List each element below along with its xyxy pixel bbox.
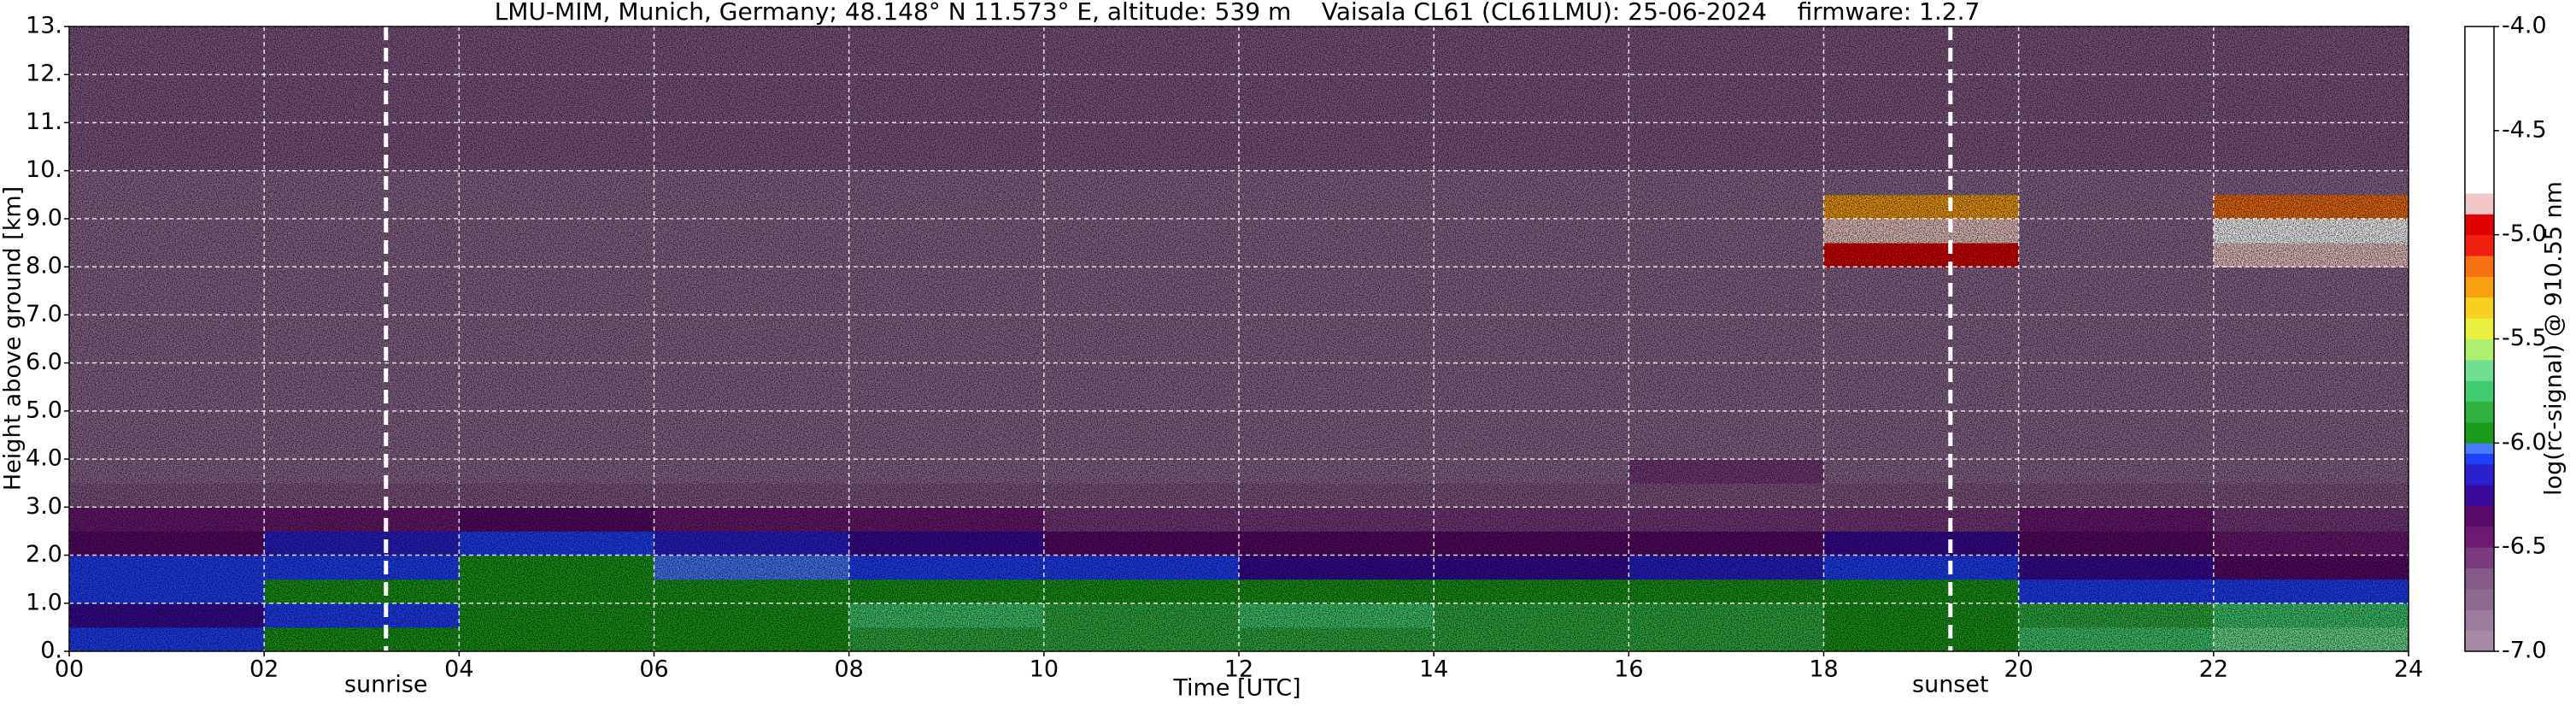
y-tick-label: 10. <box>26 156 62 183</box>
x-tick-label: 18 <box>1809 656 1838 683</box>
x-tick-label: 14 <box>1419 656 1448 683</box>
colorbar-segment <box>2465 568 2494 590</box>
colorbar-segment <box>2465 297 2494 319</box>
colorbar-segment <box>2465 256 2494 277</box>
colorbar-segment <box>2465 338 2494 361</box>
y-tick-label: 0. <box>40 638 62 664</box>
colorbar-tick-label: -7.0 <box>2502 638 2547 664</box>
colorbar-segment <box>2465 453 2494 465</box>
colorbar-segment <box>2465 380 2494 403</box>
colorbar-tick-label: -5.0 <box>2502 221 2547 247</box>
x-tick-label: 06 <box>639 656 668 683</box>
y-tick-label: 3.0 <box>26 493 62 520</box>
colorbar-tick-label: -6.5 <box>2502 533 2547 560</box>
x-tick-label: 16 <box>1614 656 1643 683</box>
colorbar-segment <box>2465 443 2494 455</box>
x-tick-label: 00 <box>55 656 84 683</box>
colorbar-label: log(rc-signal) @ 910.55 nm <box>2541 181 2567 496</box>
colorbar-segment <box>2465 630 2494 652</box>
x-tick-label: 22 <box>2199 656 2228 683</box>
plot-frame <box>68 26 2409 652</box>
colorbar-tick-label: -6.0 <box>2502 429 2547 456</box>
colorbar-segment <box>2465 609 2494 632</box>
y-tick-label: 11. <box>26 109 62 135</box>
colorbar-segment <box>2465 26 2494 194</box>
colorbar-segment <box>2465 526 2494 548</box>
y-tick-label: 9.0 <box>26 204 62 231</box>
heatmap <box>69 26 2409 652</box>
x-tick-label: 08 <box>834 656 863 683</box>
x-tick-label: 20 <box>2004 656 2033 683</box>
colorbar-segment <box>2465 401 2494 423</box>
x-tick-label: 10 <box>1030 656 1059 683</box>
colorbar-segment <box>2465 276 2494 298</box>
x-tick-label: 04 <box>444 656 473 683</box>
colorbar-segment <box>2465 547 2494 569</box>
colorbar-segment <box>2465 359 2494 381</box>
y-tick-label: 1.0 <box>26 589 62 615</box>
x-tick-label: 24 <box>2394 656 2423 683</box>
colorbar-tick-label: -4.0 <box>2502 13 2547 39</box>
y-tick-label: 2.0 <box>26 541 62 568</box>
colorbar-segment <box>2465 485 2494 506</box>
x-axis-label: Time [UTC] <box>1172 675 1300 702</box>
y-tick-label: 4.0 <box>26 445 62 472</box>
annotation-label: sunrise <box>344 672 428 698</box>
y-axis-label: Height above ground [km] <box>0 186 26 491</box>
y-tick-label: 8.0 <box>26 253 62 279</box>
colorbar-segment <box>2465 421 2494 444</box>
y-tick-label: 6.0 <box>26 349 62 375</box>
colorbar-segment <box>2465 214 2494 236</box>
chart-title: LMU-MIM, Munich, Germany; 48.148° N 11.5… <box>495 0 1980 26</box>
colorbar-segment <box>2465 318 2494 339</box>
colorbar-segment <box>2465 234 2494 256</box>
colorbar-segment <box>2465 505 2494 527</box>
x-tick-label: 02 <box>249 656 279 683</box>
colorbar-tick-label: -5.5 <box>2502 325 2547 351</box>
y-tick-label: 13. <box>26 13 62 39</box>
colorbar-segment <box>2465 192 2494 215</box>
annotation-label: sunset <box>1912 672 1989 698</box>
x-tick-label: 12 <box>1224 656 1253 683</box>
y-tick-label: 5.0 <box>26 397 62 423</box>
colorbar-segment <box>2465 463 2494 485</box>
y-tick-label: 7.0 <box>26 301 62 327</box>
y-tick-label: 12. <box>26 61 62 87</box>
colorbar-segment <box>2465 588 2494 610</box>
colorbar-tick-label: -4.5 <box>2502 116 2547 143</box>
